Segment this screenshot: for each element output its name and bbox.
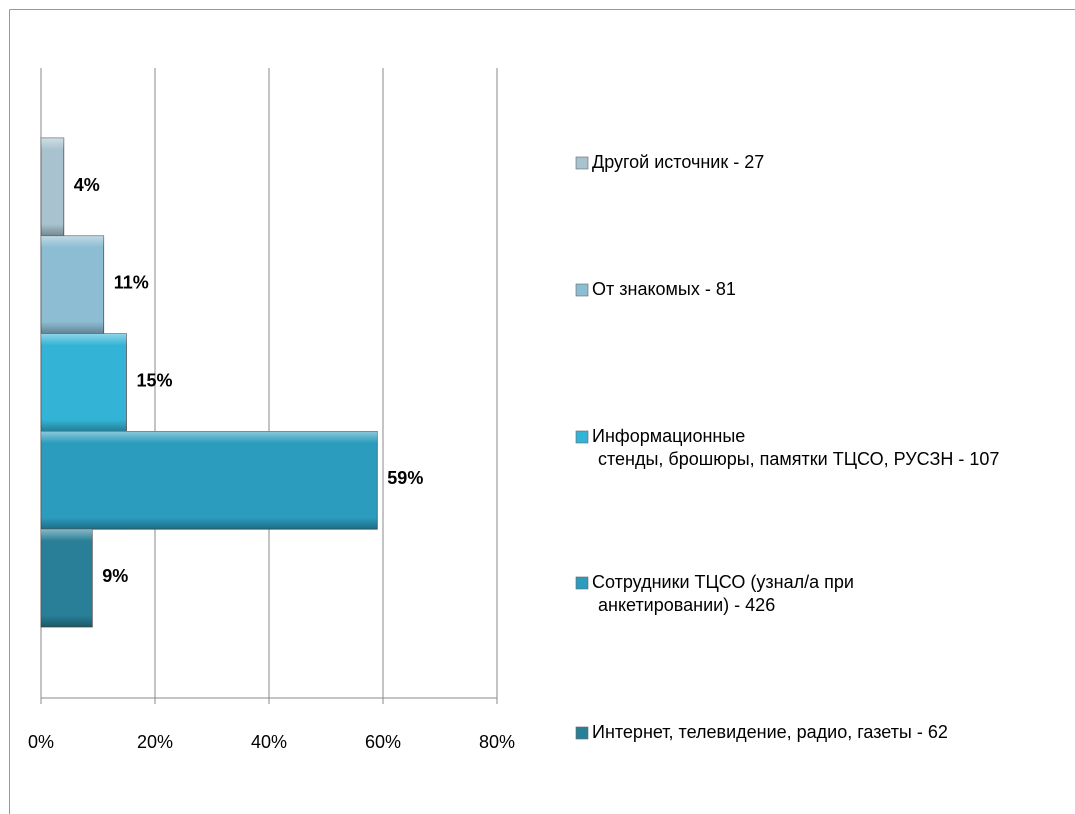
value-label: 4% xyxy=(74,175,100,195)
value-label: 15% xyxy=(137,370,173,390)
legend-swatch xyxy=(575,726,589,740)
bar xyxy=(40,430,378,530)
x-tick-label: 0% xyxy=(28,732,54,752)
legend-label: стенды, брошюры, памятки ТЦСО, РУСЗН - 1… xyxy=(598,449,999,469)
x-tick-label: 60% xyxy=(365,732,401,752)
legend-swatch xyxy=(575,430,589,444)
x-tick-label: 20% xyxy=(137,732,173,752)
legend-swatch xyxy=(575,576,589,590)
legend-label: анкетировании) - 426 xyxy=(598,595,775,615)
bar xyxy=(40,137,65,237)
value-label: 9% xyxy=(102,566,128,586)
x-tick-label: 80% xyxy=(479,732,515,752)
value-label: 59% xyxy=(387,468,423,488)
bar xyxy=(40,333,127,432)
legend-label: От знакомых - 81 xyxy=(592,279,736,299)
legend-swatch xyxy=(575,156,589,170)
legend-swatch xyxy=(575,283,589,297)
bar xyxy=(40,235,105,335)
bar xyxy=(40,528,93,628)
legend-label: Информационные xyxy=(592,426,745,446)
legend-label: Другой источник - 27 xyxy=(592,152,764,172)
legend-label: Сотрудники ТЦСО (узнал/а при xyxy=(592,572,854,592)
x-tick-label: 40% xyxy=(251,732,287,752)
legend-label: Интернет, телевидение, радио, газеты - 6… xyxy=(592,722,948,742)
value-label: 11% xyxy=(114,273,149,293)
